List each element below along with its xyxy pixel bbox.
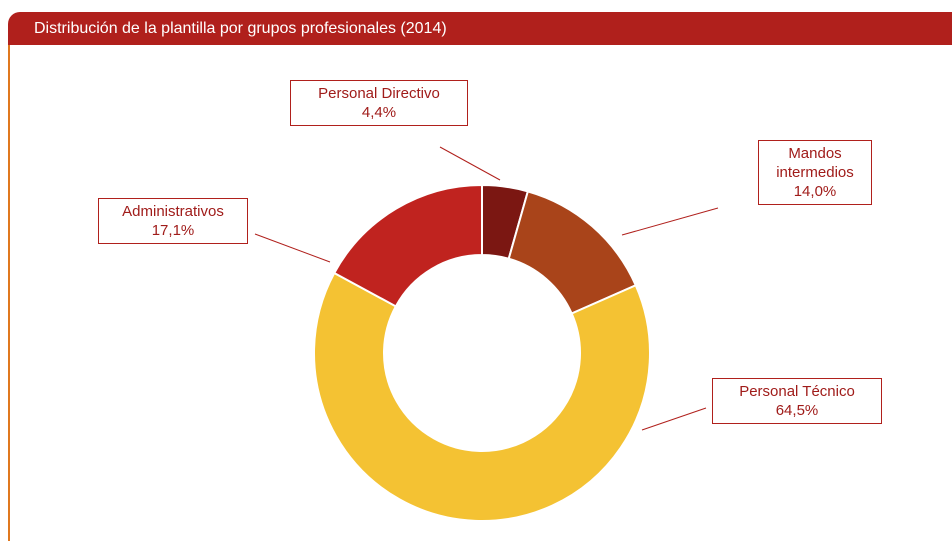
data-label: Personal Directivo 4,4%	[290, 80, 468, 126]
label-value: 64,5%	[775, 402, 819, 419]
label-value: 17,1%	[151, 222, 195, 239]
donut-slice	[313, 271, 651, 522]
label-category: Personal Directivo	[318, 85, 440, 102]
leader-line	[621, 207, 719, 236]
leader-line	[641, 407, 707, 431]
leader-line	[439, 146, 501, 181]
data-label: Mandos intermedios 14,0%	[758, 140, 872, 205]
label-category: Administrativos	[122, 203, 224, 220]
donut-slice	[332, 183, 483, 308]
data-label: Administrativos 17,1%	[98, 198, 248, 244]
label-value: 4,4%	[361, 104, 397, 121]
label-value: 14,0%	[793, 183, 837, 200]
data-label: Personal Técnico 64,5%	[712, 378, 882, 424]
label-category: Personal Técnico	[739, 383, 855, 400]
label-category: Mandos intermedios	[776, 145, 854, 181]
panel-border	[8, 45, 10, 541]
panel-header: Distribución de la plantilla por grupos …	[8, 12, 952, 45]
leader-line	[254, 233, 331, 263]
